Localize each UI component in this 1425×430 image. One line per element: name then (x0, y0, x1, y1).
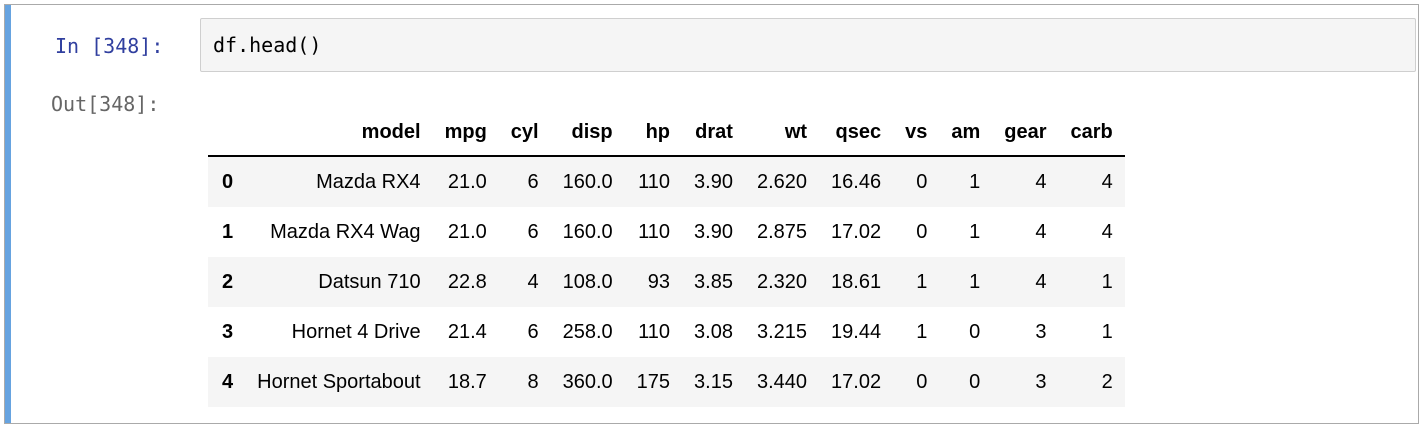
table-cell: 2.875 (756, 220, 808, 243)
column-header: drat (682, 109, 745, 157)
table-row: 0 Mazda RX4 21.0 6 160.0 110 3.90 2.620 … (208, 156, 1125, 207)
table-cell: Hornet Sportabout (257, 370, 421, 393)
column-header: qsec (819, 109, 894, 157)
column-header: carb (1058, 109, 1125, 157)
table-cell: 360.0 (562, 370, 613, 393)
header-row: model mpg cyl disp hp drat wt qsec vs am… (208, 109, 1125, 157)
table-cell: 19.44 (831, 320, 882, 343)
table-cell: 6 (527, 320, 539, 343)
table-cell: 22.8 (447, 270, 487, 293)
table-row: 2 Datsun 710 22.8 4 108.0 93 3.85 2.320 … (208, 257, 1125, 307)
output-prompt: Out[348]: (51, 92, 160, 116)
table-cell: 1 (916, 320, 928, 343)
table-row: 3 Hornet 4 Drive 21.4 6 258.0 110 3.08 3… (208, 307, 1125, 357)
table-cell: 3 (1035, 370, 1047, 393)
table-cell: 3 (1035, 320, 1047, 343)
table-cell: 160.0 (562, 170, 613, 193)
code-input-area[interactable]: df.head() (200, 18, 1416, 72)
table-cell: 8 (527, 370, 539, 393)
column-header: gear (992, 109, 1059, 157)
table-cell: 4 (1101, 170, 1113, 193)
table-cell: Datsun 710 (318, 270, 421, 293)
table-cell: 3.215 (756, 320, 808, 343)
table-cell: 1 (916, 270, 928, 293)
table-cell: 1 (969, 170, 981, 193)
table-cell: 3.440 (756, 370, 808, 393)
table-cell: 4 (1035, 170, 1047, 193)
table-cell: 17.02 (831, 220, 882, 243)
notebook-cell[interactable]: In [348]: df.head() Out[348]: model mpg … (4, 4, 1419, 424)
table-cell: 3.15 (694, 370, 733, 393)
column-header: mpg (432, 109, 499, 157)
table-cell: 2 (1101, 370, 1113, 393)
table-body: 0 Mazda RX4 21.0 6 160.0 110 3.90 2.620 … (208, 156, 1125, 407)
table-cell: Mazda RX4 Wag (270, 220, 421, 243)
table-cell: 6 (527, 170, 539, 193)
index-header (208, 109, 246, 157)
column-header: am (939, 109, 993, 157)
dataframe-table: model mpg cyl disp hp drat wt qsec vs am… (208, 109, 1125, 407)
table-cell: 2.620 (756, 170, 808, 193)
cell-selection-bar (5, 5, 11, 423)
column-header: disp (550, 109, 625, 157)
table-cell: 6 (527, 220, 539, 243)
code-text[interactable]: df.head() (213, 33, 322, 57)
table-cell: 21.0 (447, 170, 487, 193)
row-index: 3 (222, 320, 234, 343)
table-cell: 160.0 (562, 220, 613, 243)
table-cell: 3.90 (694, 170, 733, 193)
table-cell: 16.46 (831, 170, 882, 193)
table-cell: 258.0 (562, 320, 613, 343)
table-cell: Hornet 4 Drive (291, 320, 421, 343)
row-index: 2 (222, 270, 234, 293)
column-header: hp (624, 109, 683, 157)
table-cell: 1 (1101, 270, 1113, 293)
table-cell: 1 (1101, 320, 1113, 343)
table-cell: 4 (1101, 220, 1113, 243)
table-cell: 1 (969, 220, 981, 243)
table-cell: 110 (638, 220, 671, 243)
column-header: vs (893, 109, 940, 157)
table-cell: 0 (969, 320, 981, 343)
table-cell: 4 (1035, 220, 1047, 243)
table-cell: 0 (916, 370, 928, 393)
table-cell: 3.90 (694, 220, 733, 243)
table-cell: 93 (647, 270, 671, 293)
table-cell: 18.61 (831, 270, 882, 293)
table-cell: 18.7 (447, 370, 487, 393)
table-cell: 110 (638, 170, 671, 193)
table-cell: 17.02 (831, 370, 882, 393)
table-cell: 175 (636, 370, 671, 393)
table-cell: 0 (969, 370, 981, 393)
input-prompt: In [348]: (55, 34, 164, 58)
table-cell: Mazda RX4 (316, 170, 421, 193)
table-cell: 110 (638, 320, 671, 343)
column-header: cyl (498, 109, 551, 157)
table-cell: 0 (916, 170, 928, 193)
table-cell: 108.0 (562, 270, 613, 293)
table-cell: 3.08 (694, 320, 733, 343)
table-cell: 4 (527, 270, 539, 293)
row-index: 4 (222, 370, 234, 393)
table-cell: 1 (969, 270, 981, 293)
row-index: 0 (222, 170, 234, 193)
table-cell: 2.320 (756, 270, 808, 293)
table-cell: 3.85 (694, 270, 733, 293)
output-area: model mpg cyl disp hp drat wt qsec vs am… (208, 109, 1125, 407)
table-cell: 21.0 (447, 220, 487, 243)
table-cell: 4 (1035, 270, 1047, 293)
table-row: 1 Mazda RX4 Wag 21.0 6 160.0 110 3.90 2.… (208, 207, 1125, 257)
table-header: model mpg cyl disp hp drat wt qsec vs am… (208, 109, 1125, 157)
table-cell: 0 (916, 220, 928, 243)
column-header: wt (744, 109, 820, 157)
table-row: 4 Hornet Sportabout 18.7 8 360.0 175 3.1… (208, 357, 1125, 407)
table-cell: 21.4 (447, 320, 487, 343)
row-index: 1 (222, 220, 234, 243)
column-header: model (245, 109, 433, 157)
